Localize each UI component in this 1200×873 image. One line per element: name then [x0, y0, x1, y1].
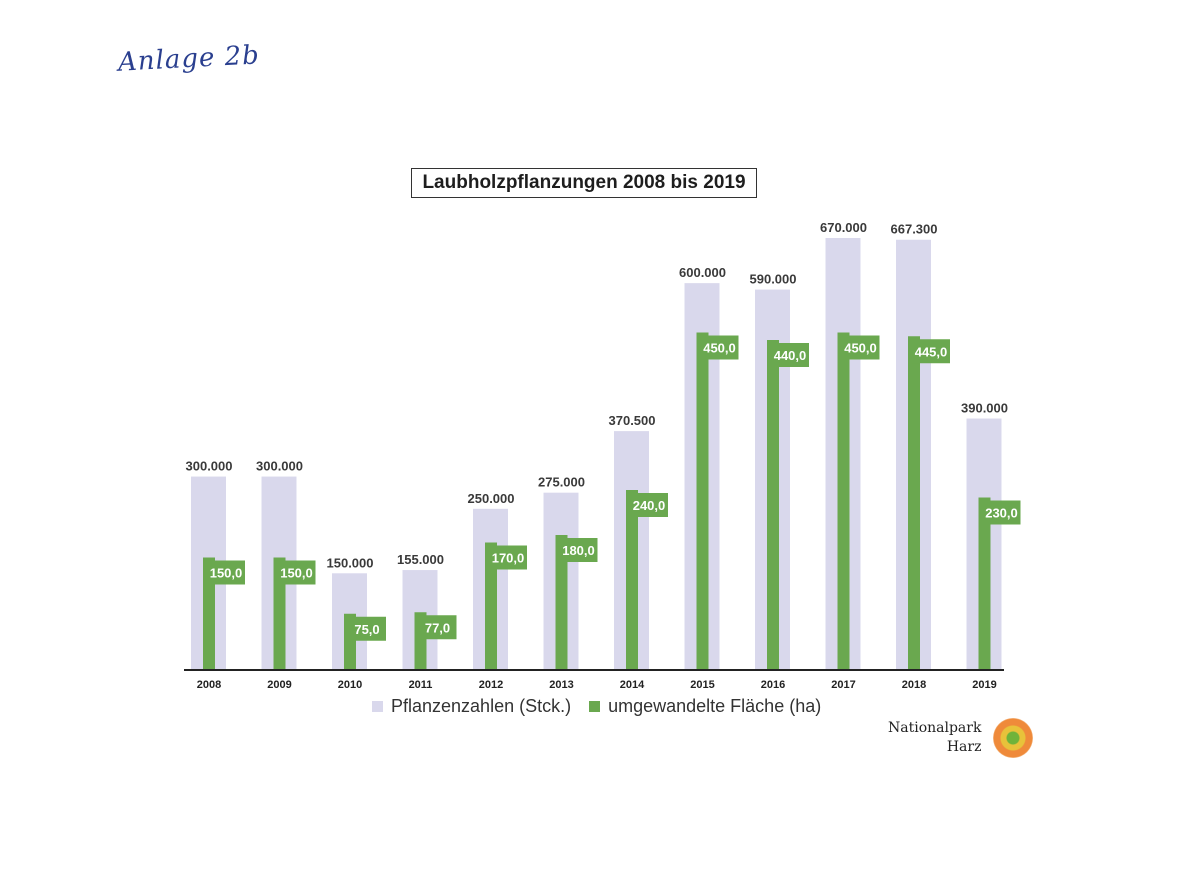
x-tick-label: 2011: [409, 679, 433, 691]
x-tick-label: 2014: [620, 679, 645, 691]
plants-value-label: 155.000: [397, 552, 444, 567]
area-value-label-bg: [489, 545, 527, 570]
x-tick-label: 2019: [972, 679, 996, 691]
area-value-label-bg: [912, 339, 950, 364]
area-bar: [555, 535, 568, 670]
nationalpark-harz-logo: Nationalpark Harz: [888, 718, 1034, 758]
area-bar: [767, 340, 779, 670]
area-value-label-bg: [771, 343, 809, 367]
area-value-label-bg: [982, 500, 1021, 525]
area-value-label-bg: [277, 560, 316, 585]
legend-label-plants: Pflanzenzahlen (Stck.): [391, 695, 572, 716]
logo-line-2: Harz: [946, 739, 982, 755]
x-tick-label: 2016: [761, 679, 785, 691]
x-tick-label: 2018: [902, 679, 926, 691]
plants-value-label: 600.000: [679, 265, 726, 280]
area-bar: [696, 332, 709, 670]
x-tick-label: 2009: [267, 679, 291, 691]
x-tick-label: 2012: [479, 679, 503, 691]
chart-title: Laubholzpflanzungen 2008 bis 2019: [411, 168, 757, 198]
area-bar: [908, 336, 920, 670]
area-bar: [485, 542, 497, 670]
area-value-label: 170,0: [492, 551, 525, 566]
area-value-label-bg: [418, 615, 457, 640]
area-value-label: 450,0: [703, 341, 736, 356]
x-tick-label: 2008: [197, 679, 221, 691]
area-value-label: 75,0: [354, 622, 379, 637]
logo-text: Nationalpark Harz: [888, 719, 981, 757]
logo-line-1: Nationalpark: [888, 720, 982, 736]
area-value-label-bg: [700, 335, 739, 360]
area-value-label: 180,0: [562, 543, 595, 558]
area-value-label: 450,0: [844, 341, 877, 356]
legend-swatch-area: [589, 700, 601, 712]
area-value-label-bg: [841, 335, 880, 360]
area-value-label: 150,0: [280, 566, 313, 581]
area-value-label: 445,0: [915, 344, 948, 359]
plants-value-label: 370.500: [609, 413, 656, 428]
area-value-label: 440,0: [774, 348, 807, 363]
x-tick-label: 2015: [690, 679, 714, 691]
logo-sun-icon: [993, 718, 1034, 758]
legend-item-plants: Pflanzenzahlen (Stck.): [372, 696, 571, 717]
area-value-label-bg: [630, 493, 668, 517]
plants-value-label: 670.000: [820, 220, 867, 235]
x-tick-label: 2010: [338, 679, 362, 691]
legend-item-area: umgewandelte Fläche (ha): [589, 696, 821, 717]
legend-label-area: umgewandelte Fläche (ha): [608, 695, 822, 716]
area-value-label: 230,0: [985, 506, 1018, 521]
area-bar: [273, 557, 286, 670]
area-bar: [626, 490, 638, 670]
legend-swatch-plants: [372, 700, 383, 712]
plants-value-label: 300.000: [186, 459, 233, 474]
area-value-label-bg: [348, 616, 386, 641]
plants-value-label: 275.000: [538, 475, 585, 490]
area-bar: [978, 497, 991, 670]
area-value-label-bg: [207, 560, 245, 585]
plants-value-label: 300.000: [256, 459, 303, 474]
area-value-label: 150,0: [210, 566, 243, 581]
chart-legend: Pflanzenzahlen (Stck.) umgewandelte Fläc…: [372, 694, 839, 718]
plants-value-label: 390.000: [961, 401, 1008, 416]
plants-value-label: 667.300: [891, 222, 938, 237]
area-value-label: 240,0: [633, 498, 666, 513]
area-value-label-bg: [559, 538, 598, 562]
area-value-label: 77,0: [425, 620, 450, 635]
plants-value-label: 590.000: [750, 272, 797, 287]
plants-value-label: 150.000: [327, 555, 374, 570]
area-bar: [203, 557, 215, 670]
x-tick-label: 2013: [549, 679, 573, 691]
x-tick-label: 2017: [831, 679, 855, 691]
plants-value-label: 250.000: [468, 491, 515, 506]
area-bar: [837, 332, 850, 670]
